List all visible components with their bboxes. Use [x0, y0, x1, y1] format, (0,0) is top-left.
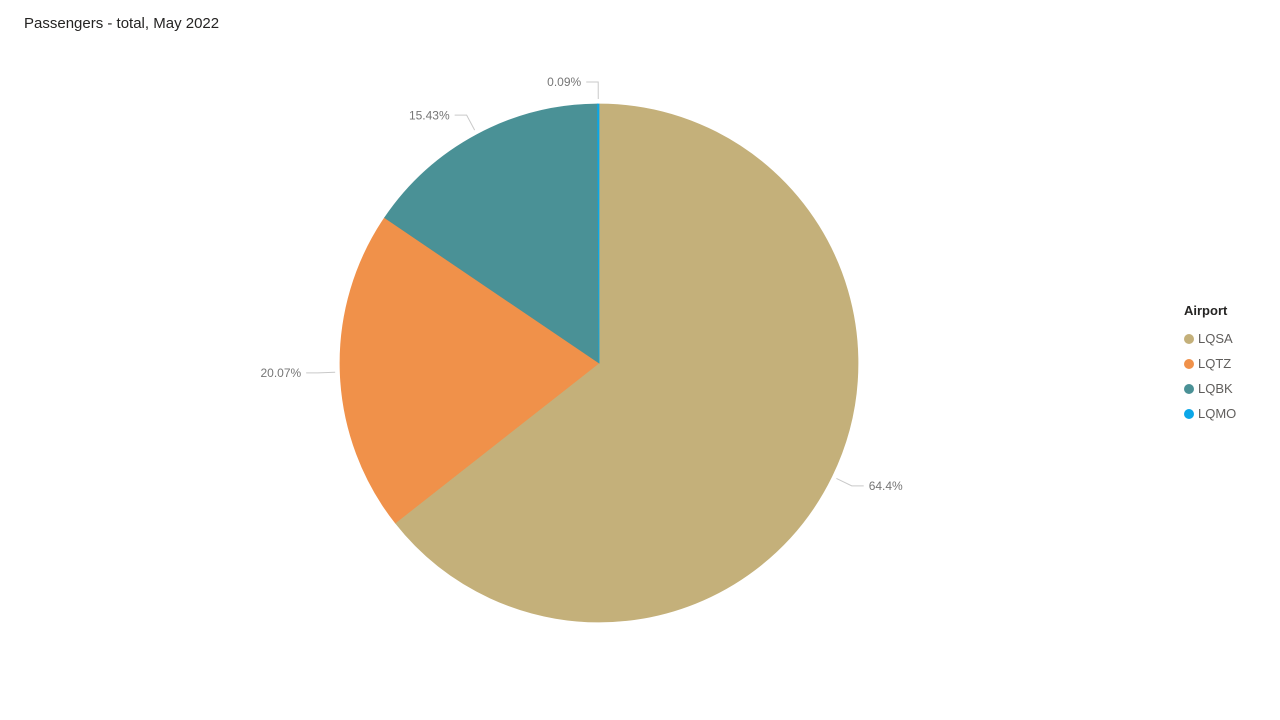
legend-title: Airport: [1184, 303, 1228, 318]
legend-dot-icon: [1184, 358, 1194, 369]
pie-slice-lqmo[interactable]: [597, 103, 600, 364]
legend-item-label: LQSA: [1198, 331, 1233, 346]
detail-label-lqtz: 20.07%: [260, 366, 301, 380]
legend-dot-icon: [1184, 383, 1194, 394]
pie-slice-lqsa[interactable]: [394, 103, 859, 623]
legend-items: LQSA LQTZ LQBK LQMO: [1184, 326, 1236, 426]
legend-item-lqtz[interactable]: LQTZ: [1184, 351, 1236, 376]
legend-item-lqmo[interactable]: LQMO: [1184, 401, 1236, 426]
detail-label-lqmo: 0.09%: [547, 75, 581, 89]
leader-line-lqbk: [454, 114, 476, 131]
legend: Airport LQSA LQTZ LQBK LQMO: [1184, 303, 1236, 426]
legend-item-label: LQMO: [1198, 406, 1237, 421]
legend-item-lqsa[interactable]: LQSA: [1184, 326, 1236, 351]
legend-dot-icon: [1184, 408, 1194, 419]
legend-item-label: LQBK: [1198, 381, 1233, 396]
detail-label-lqsa: 64.4%: [869, 479, 903, 493]
pie-slice-lqbk[interactable]: [384, 103, 600, 364]
legend-item-lqbk[interactable]: LQBK: [1184, 376, 1236, 401]
chart-title: Passengers - total, May 2022: [24, 15, 220, 32]
leader-line-lqmo: [586, 81, 599, 100]
legend-item-label: LQTZ: [1198, 356, 1232, 371]
leader-line-lqsa: [836, 477, 864, 487]
pie-slice-lqtz[interactable]: [339, 217, 600, 524]
leader-line-lqtz: [306, 371, 336, 374]
detail-label-lqbk: 15.43%: [409, 108, 450, 122]
legend-dot-icon: [1184, 333, 1194, 344]
